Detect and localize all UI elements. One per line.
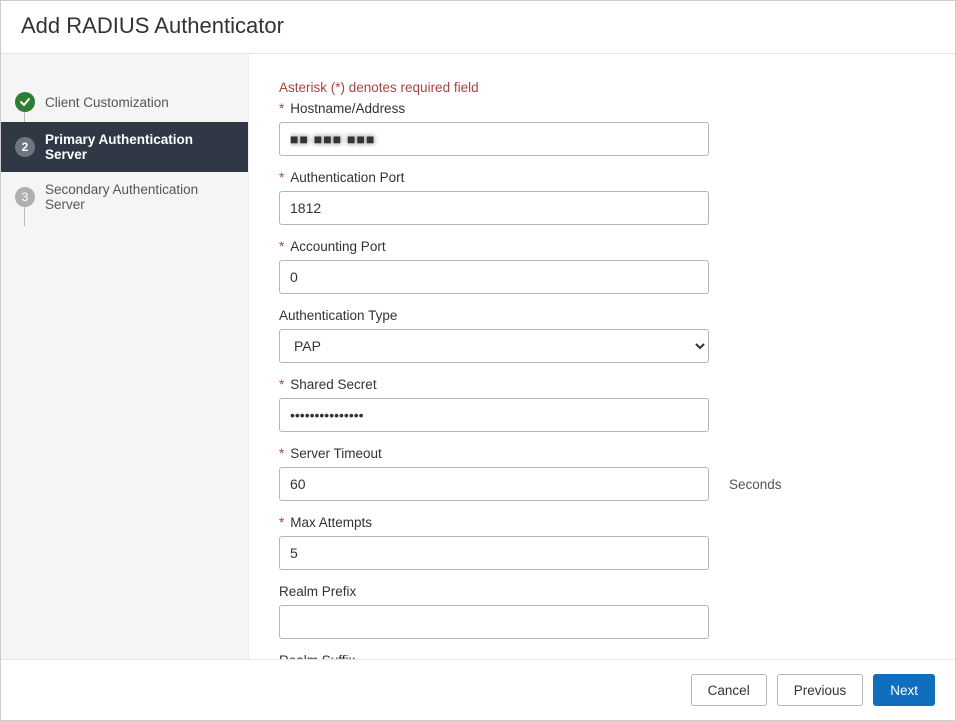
auth-port-input[interactable] xyxy=(279,191,709,225)
realm-prefix-label: Realm Prefix xyxy=(279,584,925,599)
step-primary-auth-server[interactable]: 2 Primary Authentication Server xyxy=(1,122,248,172)
auth-type-select[interactable]: PAP xyxy=(279,329,709,363)
form-content: Asterisk (*) denotes required field *Hos… xyxy=(249,54,955,659)
step-label: Primary Authentication Server xyxy=(45,132,234,162)
dialog-footer: Cancel Previous Next xyxy=(1,659,955,720)
hostname-label: *Hostname/Address xyxy=(279,101,925,116)
field-max-attempts: *Max Attempts xyxy=(279,515,925,570)
previous-button[interactable]: Previous xyxy=(777,674,864,706)
required-star-icon: * xyxy=(279,239,284,254)
step-number-icon: 2 xyxy=(15,137,35,157)
field-realm-prefix: Realm Prefix xyxy=(279,584,925,639)
cancel-button[interactable]: Cancel xyxy=(691,674,767,706)
acct-port-input[interactable] xyxy=(279,260,709,294)
wizard-sidebar: Client Customization 2 Primary Authentic… xyxy=(1,54,249,659)
field-hostname: *Hostname/Address xyxy=(279,101,925,156)
dialog-body: Client Customization 2 Primary Authentic… xyxy=(1,54,955,659)
field-acct-port: *Accounting Port xyxy=(279,239,925,294)
step-secondary-auth-server[interactable]: 3 Secondary Authentication Server xyxy=(1,172,248,222)
required-star-icon: * xyxy=(279,446,284,461)
step-label: Client Customization xyxy=(45,95,169,110)
auth-type-label: Authentication Type xyxy=(279,308,925,323)
realm-prefix-input[interactable] xyxy=(279,605,709,639)
server-timeout-suffix: Seconds xyxy=(729,477,782,492)
dialog-title: Add RADIUS Authenticator xyxy=(21,13,935,39)
shared-secret-label: *Shared Secret xyxy=(279,377,925,392)
next-button[interactable]: Next xyxy=(873,674,935,706)
step-number-icon: 3 xyxy=(15,187,35,207)
step-label: Secondary Authentication Server xyxy=(45,182,234,212)
server-timeout-input[interactable] xyxy=(279,467,709,501)
field-auth-port: *Authentication Port xyxy=(279,170,925,225)
required-star-icon: * xyxy=(279,377,284,392)
field-auth-type: Authentication Type PAP xyxy=(279,308,925,363)
check-icon xyxy=(15,92,35,112)
required-star-icon: * xyxy=(279,101,284,116)
step-client-customization[interactable]: Client Customization xyxy=(1,82,248,122)
field-server-timeout: *Server Timeout Seconds xyxy=(279,446,925,501)
server-timeout-label: *Server Timeout xyxy=(279,446,925,461)
required-note: Asterisk (*) denotes required field xyxy=(279,80,925,95)
field-shared-secret: *Shared Secret xyxy=(279,377,925,432)
auth-port-label: *Authentication Port xyxy=(279,170,925,185)
hostname-input[interactable] xyxy=(279,122,709,156)
dialog: Add RADIUS Authenticator Client Customiz… xyxy=(0,0,956,721)
shared-secret-input[interactable] xyxy=(279,398,709,432)
dialog-header: Add RADIUS Authenticator xyxy=(1,1,955,54)
required-star-icon: * xyxy=(279,170,284,185)
max-attempts-label: *Max Attempts xyxy=(279,515,925,530)
acct-port-label: *Accounting Port xyxy=(279,239,925,254)
required-star-icon: * xyxy=(279,515,284,530)
max-attempts-input[interactable] xyxy=(279,536,709,570)
